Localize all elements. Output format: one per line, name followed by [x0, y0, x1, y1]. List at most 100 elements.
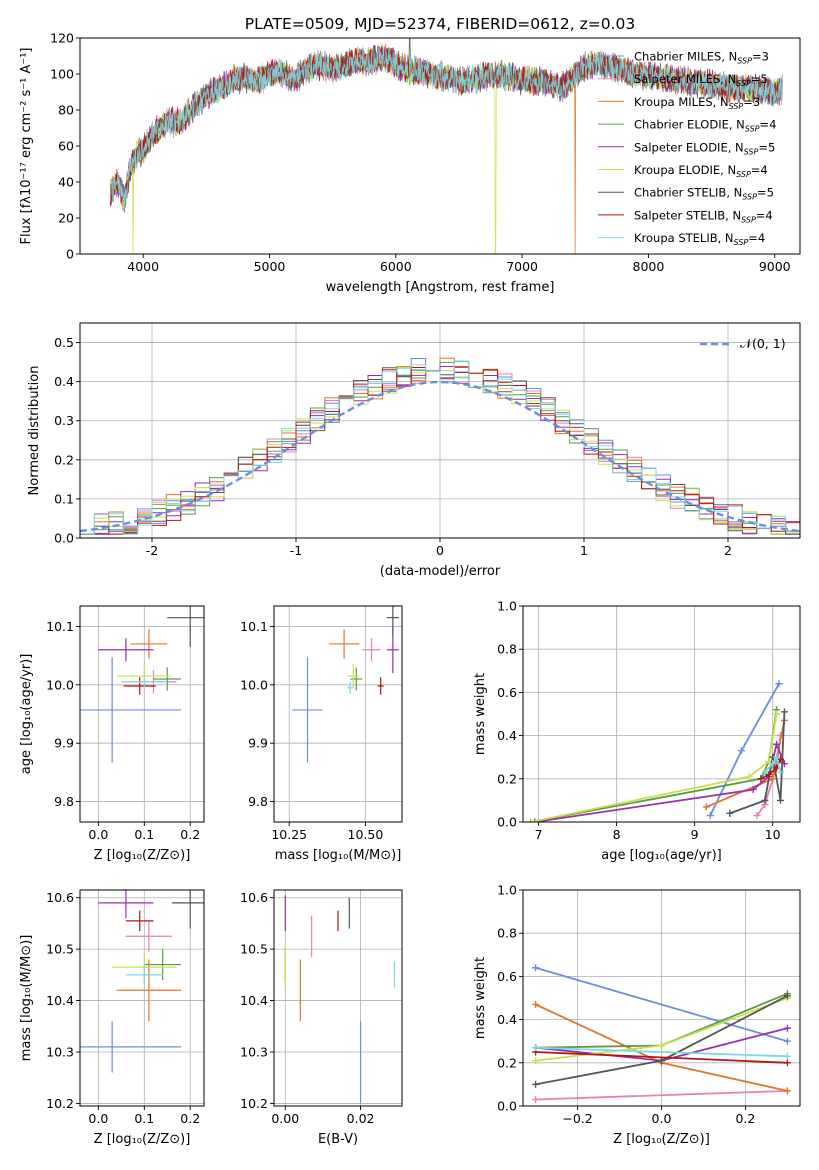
- weight-marker: [737, 747, 745, 755]
- x-axis-label: mass [log₁₀(M/M⊙)]: [275, 848, 402, 863]
- mass-vs-reddening-panel: 0.00 0.02 10.2 10.3 10.4 10.5 10.6 E(B-V): [240, 889, 403, 1147]
- y-axis-label: Normed distribution: [27, 366, 42, 496]
- y-tick-label: 10.5: [240, 942, 268, 957]
- y-tick-label: 10.4: [240, 993, 268, 1008]
- y-tick-label: 0.0: [54, 531, 74, 546]
- weight-marker: [780, 708, 788, 716]
- plot-frame: [522, 889, 801, 1107]
- plot-frame: [79, 605, 205, 823]
- legend-subscript: SSP: [736, 170, 751, 179]
- legend-suffix: =3: [743, 95, 760, 109]
- weight-marker: [773, 753, 781, 761]
- weight-vs-age-panel: 7 8 9 10 0.0 0.2 0.4 0.6 0.8 1.0 age [log₁₀(age/yr…: [473, 599, 801, 863]
- age-vs-mass-panel: 10.25 10.50 9.8 9.9 10.0 10.1 mass [log₁₀(M/M⊙…: [240, 605, 403, 863]
- y-tick-label: 10.3: [240, 1045, 268, 1060]
- legend-suffix: =3: [752, 50, 769, 64]
- y-axis-label: Flux [fλ10⁻¹⁷ erg cm⁻² s⁻¹ A⁻¹]: [19, 48, 34, 245]
- y-tick-label: 9.9: [248, 736, 268, 751]
- plot-area: [80, 890, 204, 1073]
- x-tick-label: 2: [724, 543, 732, 558]
- weight-marker: [658, 1057, 665, 1065]
- legend-label: Salpeter MILES, NSSP=5: [634, 72, 768, 88]
- legend-subscript: SSP: [736, 79, 751, 88]
- x-tick-label: 0.2: [180, 827, 200, 842]
- legend-subscript: SSP: [742, 193, 757, 202]
- spectrum-series-line: [109, 45, 783, 210]
- y-tick-label: 10.2: [46, 1096, 74, 1111]
- x-tick-label: 4000: [127, 259, 159, 274]
- y-tick-label: 0.8: [497, 642, 517, 657]
- weight-marker: [765, 770, 773, 778]
- weight-line: [535, 1090, 788, 1101]
- y-tick-label: 0.0: [497, 1099, 517, 1114]
- weight-marker: [783, 1087, 791, 1095]
- weight-line: [535, 1046, 788, 1058]
- y-tick-label: 10.0: [240, 677, 268, 692]
- weight-marker: [761, 796, 769, 804]
- y-tick-label: 0.5: [54, 335, 74, 350]
- x-tick-label: 5000: [254, 259, 286, 274]
- legend-label: 𝒩(0, 1): [740, 336, 786, 351]
- y-tick-label: 0.6: [497, 685, 517, 700]
- x-tick-label: 10.50: [348, 827, 384, 842]
- x-tick-label: 0.0: [88, 827, 108, 842]
- plot-frame: [79, 37, 801, 255]
- normal-reference-curve: [80, 380, 800, 533]
- weight-marker: [532, 964, 540, 972]
- weight-vs-metallicity-panel: −0.2 0.0 0.2 0.0 0.2 0.4 0.6 0.8 1.0 Z [log₁₀(Z/Z…: [473, 883, 801, 1147]
- x-axis-label: Z [log₁₀(Z/Z⊙)]: [613, 1132, 710, 1147]
- weight-marker: [783, 992, 791, 1000]
- x-tick-label: 0.2: [180, 1111, 200, 1126]
- y-tick-label: 10.1: [240, 619, 268, 634]
- plot-area: [109, 38, 783, 254]
- legend-suffix: =5: [751, 72, 768, 86]
- age-vs-metallicity-panel: 0.0 0.1 0.2 9.8 9.9 10.0 10.1 Z [log₁₀(Z/Z⊙)] ag…: [19, 605, 205, 863]
- y-axis-label: mass weight: [473, 957, 488, 1039]
- legend-label: Salpeter STELIB, NSSP=4: [634, 208, 773, 224]
- x-tick-label: −0.2: [562, 1111, 592, 1126]
- x-axis-label: Z [log₁₀(Z/Z⊙)]: [94, 848, 191, 863]
- plot-area: [292, 606, 399, 763]
- y-tick-label: 0.4: [497, 728, 517, 743]
- x-tick-label: 0.00: [271, 1111, 299, 1126]
- weight-line: [534, 741, 786, 822]
- weight-marker: [702, 803, 710, 811]
- legend-suffix: =5: [757, 186, 774, 200]
- x-tick-label: 0.0: [88, 1111, 108, 1126]
- weight-marker: [745, 773, 753, 781]
- y-tick-label: 10.6: [240, 890, 268, 905]
- weight-marker: [532, 1080, 540, 1088]
- y-tick-label: 1.0: [497, 883, 517, 898]
- weight-line: [535, 1051, 788, 1064]
- y-tick-label: 20: [58, 211, 74, 226]
- y-tick-label: 0.2: [54, 452, 74, 467]
- legend-label: Chabrier ELODIE, NSSP=4: [634, 118, 776, 134]
- legend-label: Salpeter ELODIE, NSSP=5: [634, 140, 775, 156]
- legend-subscript: SSP: [737, 57, 752, 66]
- y-tick-label: 10.1: [46, 619, 74, 634]
- weight-marker: [783, 1037, 791, 1045]
- x-tick-label: 0.2: [735, 1111, 755, 1126]
- x-axis-label: (data-model)/error: [380, 564, 501, 579]
- x-tick-label: -1: [290, 543, 302, 558]
- legend-label: Kroupa ELODIE, NSSP=4: [634, 163, 768, 179]
- x-axis-label: E(B-V): [318, 1132, 358, 1147]
- y-tick-label: 10.3: [46, 1045, 74, 1060]
- y-tick-label: 10.4: [46, 993, 74, 1008]
- x-tick-label: 0.1: [134, 1111, 154, 1126]
- weight-marker: [753, 812, 761, 820]
- weight-marker: [783, 1052, 791, 1060]
- x-tick-label: 0.0: [652, 1111, 672, 1126]
- x-tick-label: 9000: [759, 259, 791, 274]
- weight-marker: [776, 796, 784, 804]
- y-tick-label: 0.2: [497, 771, 517, 786]
- y-axis-label: mass [log₁₀(M/M⊙)]: [19, 935, 34, 1062]
- figure-title: PLATE=0509, MJD=52374, FIBERID=0612, z=0…: [245, 15, 635, 33]
- weight-marker: [776, 768, 784, 776]
- legend-subscript: SSP: [729, 102, 744, 111]
- legend-subscript: SSP: [734, 238, 749, 247]
- x-axis-label: wavelength [Angstrom, rest frame]: [326, 280, 555, 295]
- plot-frame: [79, 322, 801, 539]
- plot-area: [527, 680, 788, 822]
- y-tick-label: 0.8: [497, 926, 517, 941]
